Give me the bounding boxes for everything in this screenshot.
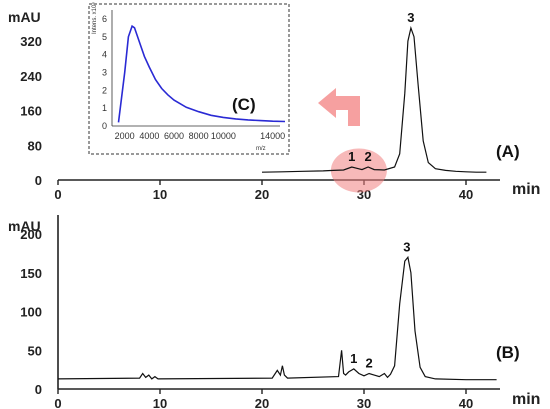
x-tick-label: 40 [459,187,473,202]
x-tick-label: 0 [54,396,61,409]
inset-y-tick-label: 4 [102,50,107,60]
y-tick-label: 160 [20,104,42,119]
panel-b: mAU 0 50 100 150 200 0 10 20 30 40 min 1 2 3 (B) [8,215,540,409]
inset-y-tick-label: 2 [102,85,107,95]
inset-x-tick-label: 14000 [260,131,285,141]
x-tick-label: 10 [153,396,167,409]
peak-label: 2 [364,149,371,164]
y-tick-label: 150 [20,266,42,281]
inset-x-tick-label: 6000 [164,131,184,141]
x-tick-label: 10 [153,187,167,202]
panel-b-y-unit: mAU [8,218,41,234]
x-tick-label: 30 [357,396,371,409]
peak-highlight-circle [330,148,387,193]
panel-a-x-unit: min [512,181,540,198]
x-tick-label: 0 [54,187,61,202]
y-tick-label: 50 [28,343,42,358]
x-tick-label: 40 [459,396,473,409]
panel-b-x-unit: min [512,391,540,408]
panel-a-trace [261,25,487,173]
panel-b-trace [57,255,497,381]
y-tick-label: 0 [35,382,42,397]
y-tick-label: 0 [35,173,42,188]
panel-b-label: (B) [496,343,520,362]
panel-a-peak-labels: 1 2 3 [348,10,414,164]
peak-label: 2 [365,356,372,371]
panel-b-y-ticks: 0 50 100 150 200 [20,227,42,397]
peak-label: 3 [403,239,410,254]
left-arrow-icon [318,88,360,126]
panel-b-x-ticks: 0 10 20 30 40 [54,389,473,409]
inset-frame [88,3,290,155]
inset-x-tick-label: 10000 [211,131,236,141]
inset-y-ticks: 0 1 2 3 4 5 6 [102,14,107,131]
inset-x-tick-label: 2000 [115,131,135,141]
panel-a-label: (A) [496,142,520,161]
inset-y-tick-label: 1 [102,103,107,113]
y-tick-label: 320 [20,34,42,49]
panel-a-y-unit: mAU [8,9,41,25]
panel-a-x-ticks: 0 10 20 30 40 [54,180,473,202]
inset-y-tick-label: 6 [102,14,107,24]
y-tick-label: 100 [20,305,42,320]
panel-b-peak-labels: 1 2 3 [350,239,410,370]
y-tick-label: 200 [20,227,42,242]
inset-trace [117,24,286,123]
peak-label: 3 [407,10,414,25]
inset-x-ticks: 2000 4000 6000 8000 10000 14000 [115,131,286,141]
inset-x-label: m/z [256,146,266,152]
inset-label: (C) [232,95,256,114]
y-tick-label: 80 [28,138,42,153]
y-tick-label: 240 [20,69,42,84]
inset-y-tick-label: 0 [102,121,107,131]
inset-x-tick-label: 4000 [139,131,159,141]
inset-y-label: Intens. x10⁴ [91,2,98,34]
peak-label: 1 [350,351,357,366]
x-tick-label: 20 [255,187,269,202]
peak-label: 1 [348,149,355,164]
x-tick-label: 20 [255,396,269,409]
panel-a-y-ticks: 0 80 160 240 320 [20,34,42,188]
inset-mass-spectrum: 0 1 2 3 4 5 6 2000 4000 6000 8000 10000 14000 m/z I… [88,2,290,155]
inset-y-tick-label: 3 [102,67,107,77]
inset-y-tick-label: 5 [102,32,107,42]
inset-x-tick-label: 8000 [189,131,209,141]
